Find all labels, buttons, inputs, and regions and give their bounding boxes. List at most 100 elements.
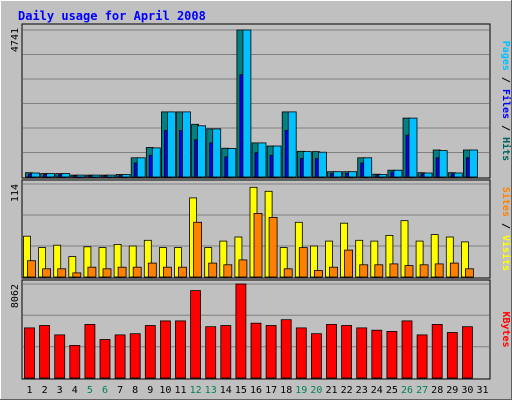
legend-entry: Sites: [500, 187, 512, 217]
bar-sites: [87, 266, 97, 278]
bar-kbytes: [431, 323, 443, 379]
panel-max-label: 114: [10, 184, 21, 202]
x-tick-label: 3: [57, 385, 63, 396]
bar-visits: [23, 235, 31, 278]
legend-separator: /: [500, 217, 511, 235]
legend-entry: Visits: [500, 235, 512, 271]
x-tick-label: 7: [117, 385, 123, 396]
legend-entry: KBytes: [500, 311, 511, 347]
bar-pages: [227, 148, 237, 178]
bar-sites: [132, 266, 142, 278]
bar-pages: [363, 157, 373, 178]
bar-pages: [378, 174, 388, 178]
bar-sites: [359, 264, 369, 278]
bar-kbytes: [24, 327, 35, 379]
x-tick-label: 10: [159, 385, 171, 396]
bar-sites: [72, 272, 82, 278]
bar-pages: [91, 174, 101, 178]
bar-pages: [348, 171, 358, 178]
bar-kbytes: [99, 339, 111, 379]
bar-sites: [434, 263, 444, 278]
bar-pages: [287, 111, 297, 178]
x-tick-label: 25: [386, 385, 398, 396]
bar-pages: [197, 125, 207, 178]
bar-sites: [329, 266, 338, 278]
bar-pages: [302, 151, 312, 178]
bar-kbytes: [69, 344, 81, 379]
x-tick-label: 28: [431, 385, 443, 396]
legend-entry: Pages: [500, 41, 511, 71]
x-tick-label: 12: [190, 385, 202, 396]
bar-kbytes: [461, 326, 473, 379]
bar-visits: [143, 239, 152, 278]
bar-sites: [42, 268, 51, 278]
bar-sites: [404, 265, 414, 278]
bar-sites: [27, 260, 36, 278]
bar-kbytes: [250, 322, 262, 379]
bar-pages: [76, 174, 86, 178]
panel-legend: KBytes: [500, 311, 511, 347]
x-tick-label: 11: [174, 385, 186, 396]
x-tick-label: 4: [72, 385, 78, 396]
bar-kbytes: [401, 320, 413, 379]
series-kbytes: [24, 283, 473, 379]
bar-kbytes: [190, 290, 202, 379]
bar-pages: [333, 171, 342, 178]
legend-entry: Files: [500, 89, 512, 119]
x-tick-label: 8: [132, 385, 138, 396]
bar-pages: [151, 147, 161, 178]
bar-visits: [174, 247, 182, 278]
x-tick-label: 21: [325, 385, 337, 396]
bar-sites: [57, 268, 67, 278]
x-tick-label: 15: [235, 385, 247, 396]
bar-pages: [393, 169, 403, 178]
bar-sites: [162, 266, 172, 278]
bar-sites: [449, 262, 459, 278]
x-tick-label: 26: [401, 385, 413, 396]
bar-sites: [298, 247, 308, 278]
bar-pages: [46, 173, 55, 178]
bar-pages: [136, 157, 146, 178]
bar-visits: [385, 234, 394, 278]
bar-kbytes: [129, 333, 141, 379]
bar-visits: [53, 244, 62, 278]
series-visits: [23, 186, 469, 278]
x-tick-label: 22: [341, 385, 353, 396]
bar-visits: [128, 245, 137, 278]
bar-sites: [147, 262, 157, 278]
bar-pages: [61, 173, 71, 178]
panel-max-label: 4741: [10, 28, 21, 52]
bar-visits: [279, 247, 288, 278]
x-tick-label: 1: [26, 385, 32, 396]
bar-kbytes: [446, 332, 458, 379]
bar-kbytes: [341, 325, 353, 379]
bar-pages: [242, 29, 252, 178]
x-tick-label: 30: [461, 385, 473, 396]
legend-entry: Hits: [500, 137, 512, 161]
bar-sites: [389, 263, 399, 278]
bar-visits: [204, 247, 213, 278]
x-tick-label: 27: [416, 385, 428, 396]
x-tick-label: 18: [280, 385, 292, 396]
legend-separator: /: [500, 71, 511, 89]
bar-kbytes: [416, 334, 428, 379]
x-tick-label: 14: [220, 385, 232, 396]
x-tick-label: 23: [356, 385, 368, 396]
bar-visits: [400, 220, 409, 278]
bar-visits: [355, 239, 364, 278]
bar-kbytes: [356, 327, 368, 379]
bar-visits: [98, 247, 107, 278]
bar-pages: [423, 172, 433, 178]
legend-separator: /: [500, 119, 511, 137]
bar-kbytes: [144, 325, 156, 379]
bar-visits: [83, 246, 92, 278]
bar-visits: [68, 256, 77, 278]
bar-pages: [408, 117, 418, 178]
bar-sites: [117, 266, 127, 278]
bar-pages: [438, 150, 448, 178]
bar-kbytes: [220, 325, 232, 379]
bar-pages: [31, 172, 40, 178]
x-tick-label: 17: [265, 385, 277, 396]
bar-visits: [309, 245, 318, 278]
